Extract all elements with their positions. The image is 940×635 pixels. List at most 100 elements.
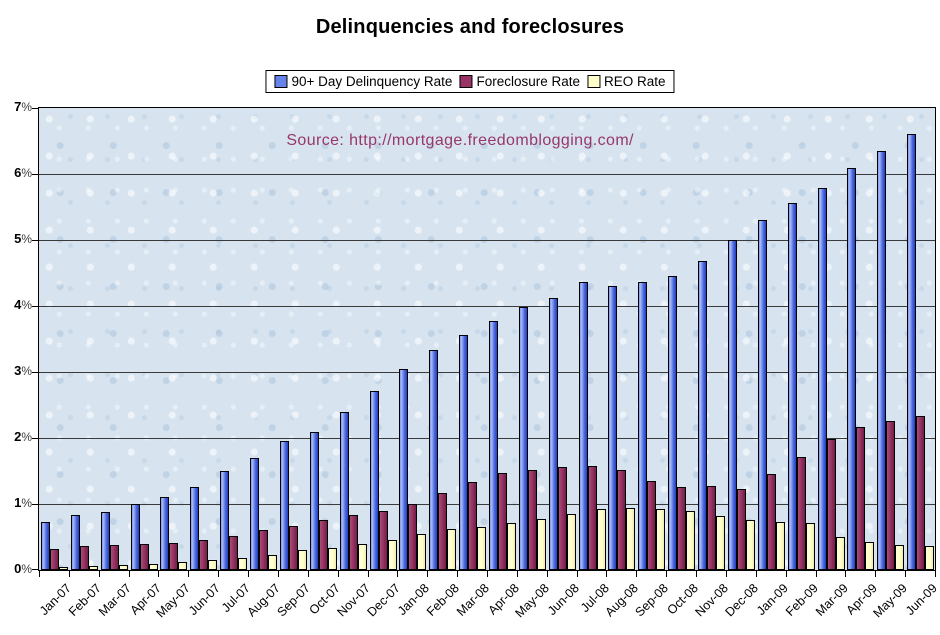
bar-reo-rate-apr-07 [148,564,158,570]
bar-90-day-delinquency-rate-mar-07 [100,512,110,570]
y-axis-label: 0% [14,561,32,576]
bar-reo-rate-jun-07 [208,560,218,570]
bar-90-day-delinquency-rate-mar-08 [459,335,469,570]
bar-foreclosure-rate-jul-08 [587,466,597,570]
bar-90-day-delinquency-rate-jun-08 [548,298,558,570]
x-tick-mark [935,571,936,577]
bar-foreclosure-rate-may-08 [527,470,537,570]
gridline-3pct [39,372,935,373]
gridline-5pct [39,240,935,241]
bar-reo-rate-feb-07 [88,566,98,570]
x-tick-mark [905,571,906,577]
bar-reo-rate-may-09 [895,545,905,570]
x-tick-mark [368,571,369,577]
plot-area: Source: http://mortgage.freedomblogging.… [32,107,936,577]
x-tick-mark [218,571,219,577]
bar-90-day-delinquency-rate-nov-08 [698,261,708,570]
bar-90-day-delinquency-rate-aug-08 [608,286,618,570]
x-tick-mark [547,571,548,577]
x-tick-mark [278,571,279,577]
y-tick-mark [32,306,38,307]
x-tick-mark [69,571,70,577]
bar-foreclosure-rate-aug-07 [259,530,269,570]
bar-90-day-delinquency-rate-apr-09 [847,168,857,570]
bar-reo-rate-jul-08 [596,509,606,570]
y-axis-label: 1% [14,495,32,510]
bar-foreclosure-rate-may-09 [886,421,896,570]
x-tick-mark [517,571,518,577]
bar-reo-rate-mar-09 [835,537,845,570]
bar-90-day-delinquency-rate-dec-08 [727,240,737,570]
bar-foreclosure-rate-sep-07 [288,526,298,570]
bar-reo-rate-nov-07 [357,544,367,570]
gridline-2pct [39,438,935,439]
bar-90-day-delinquency-rate-jan-09 [757,220,767,570]
bar-foreclosure-rate-dec-07 [378,511,388,570]
x-tick-mark [577,571,578,577]
legend-swatch-icon [274,75,288,88]
chart-legend: 90+ Day Delinquency Rate Foreclosure Rate… [265,70,675,93]
bar-90-day-delinquency-rate-may-07 [160,497,170,570]
y-axis-label: 5% [14,231,32,246]
bar-foreclosure-rate-nov-07 [348,515,358,570]
bar-90-day-delinquency-rate-aug-07 [250,458,260,570]
bar-90-day-delinquency-rate-jun-09 [907,134,917,570]
bar-reo-rate-feb-08 [447,529,457,570]
bar-90-day-delinquency-rate-sep-08 [638,282,648,570]
bar-foreclosure-rate-apr-07 [139,544,149,570]
bar-90-day-delinquency-rate-jul-08 [578,282,588,570]
bar-reo-rate-sep-08 [656,509,666,570]
bar-reo-rate-aug-07 [268,555,278,570]
bar-foreclosure-rate-jun-09 [916,416,926,570]
bar-foreclosure-rate-jan-07 [50,549,59,570]
bar-90-day-delinquency-rate-mar-09 [817,188,827,570]
bar-reo-rate-apr-08 [507,523,516,570]
x-tick-mark [397,571,398,577]
x-tick-mark [99,571,100,577]
bar-reo-rate-jun-09 [925,546,935,570]
bar-90-day-delinquency-rate-feb-09 [787,203,797,570]
bar-foreclosure-rate-mar-08 [468,482,478,570]
y-tick-mark [32,372,38,373]
bar-foreclosure-rate-oct-08 [677,487,687,570]
legend-item-2: REO Rate [587,74,666,89]
bar-90-day-delinquency-rate-may-09 [877,151,887,570]
x-tick-mark [786,571,787,577]
bar-90-day-delinquency-rate-jan-08 [399,369,409,570]
bar-90-day-delinquency-rate-feb-08 [429,350,439,570]
legend-swatch-icon [587,75,600,88]
bar-reo-rate-mar-08 [477,527,487,570]
x-tick-mark [756,571,757,577]
bar-90-day-delinquency-rate-jan-07 [41,522,50,570]
x-tick-mark [666,571,667,577]
y-tick-mark [32,569,38,570]
legend-item-0: 90+ Day Delinquency Rate [274,74,452,89]
bar-90-day-delinquency-rate-feb-07 [70,515,80,570]
y-axis-label: 6% [14,165,32,180]
x-tick-mark [726,571,727,577]
bar-foreclosure-rate-sep-08 [647,481,657,570]
bar-90-day-delinquency-rate-oct-08 [668,276,678,570]
bar-foreclosure-rate-oct-07 [318,520,328,570]
bar-foreclosure-rate-jan-09 [766,474,776,570]
y-axis-label: 7% [14,99,32,114]
y-tick-mark [32,108,38,109]
bar-90-day-delinquency-rate-jul-07 [220,471,230,570]
x-tick-mark [845,571,846,577]
x-tick-mark [427,571,428,577]
chart-title: Delinquencies and foreclosures [315,16,625,38]
legend-label: REO Rate [604,74,666,89]
bar-reo-rate-feb-09 [805,523,815,570]
bar-reo-rate-may-08 [536,519,546,570]
bar-reo-rate-sep-07 [297,550,307,570]
bar-foreclosure-rate-aug-08 [617,470,627,570]
gridline-1pct [39,504,935,505]
bar-90-day-delinquency-rate-apr-07 [130,504,140,570]
legend-item-1: Foreclosure Rate [459,74,580,89]
bar-foreclosure-rate-jun-08 [557,467,567,570]
y-tick-mark [32,438,38,439]
source-note: Source: http://mortgage.freedomblogging.… [286,132,634,149]
y-axis-label: 2% [14,429,32,444]
bar-foreclosure-rate-apr-09 [856,427,866,570]
bar-90-day-delinquency-rate-apr-08 [489,321,498,570]
